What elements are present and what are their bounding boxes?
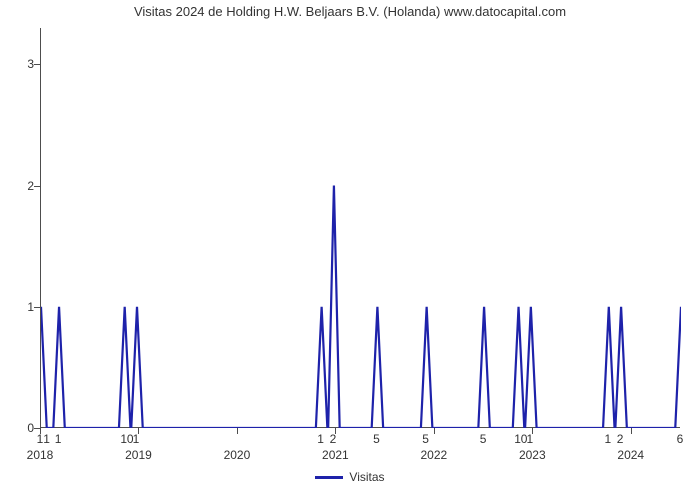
value-label: 5 [373, 432, 380, 446]
legend-label: Visitas [349, 470, 384, 484]
y-tick-mark [34, 64, 40, 65]
y-tick-label: 0 [10, 421, 34, 435]
value-label: 1 [604, 432, 611, 446]
value-label: 2 [617, 432, 624, 446]
x-tick-label: 2020 [224, 448, 251, 462]
value-label: 2 [330, 432, 337, 446]
legend-swatch [315, 476, 343, 479]
line-series [41, 28, 681, 428]
chart-container: { "chart": { "type": "line", "title": "V… [0, 0, 700, 500]
x-tick-mark [237, 428, 238, 434]
value-label: 5 [480, 432, 487, 446]
y-tick-label: 1 [10, 300, 34, 314]
y-tick-mark [34, 307, 40, 308]
x-tick-mark [434, 428, 435, 434]
x-tick-label: 2023 [519, 448, 546, 462]
x-tick-label: 2019 [125, 448, 152, 462]
value-label: 1 [133, 432, 140, 446]
x-tick-label: 2024 [617, 448, 644, 462]
y-tick-mark [34, 186, 40, 187]
x-tick-label: 2022 [420, 448, 447, 462]
x-tick-label: 2018 [27, 448, 54, 462]
visitas-line [41, 186, 681, 428]
value-label: 1 [527, 432, 534, 446]
value-label: 1 [43, 432, 50, 446]
chart-title: Visitas 2024 de Holding H.W. Beljaars B.… [0, 4, 700, 19]
plot-area [40, 28, 680, 428]
x-tick-mark [631, 428, 632, 434]
value-label: 5 [422, 432, 429, 446]
legend: Visitas [0, 470, 700, 484]
value-label: 6 [677, 432, 684, 446]
y-tick-label: 3 [10, 57, 34, 71]
x-tick-label: 2021 [322, 448, 349, 462]
value-label: 1 [317, 432, 324, 446]
y-tick-label: 2 [10, 179, 34, 193]
value-label: 1 [55, 432, 62, 446]
